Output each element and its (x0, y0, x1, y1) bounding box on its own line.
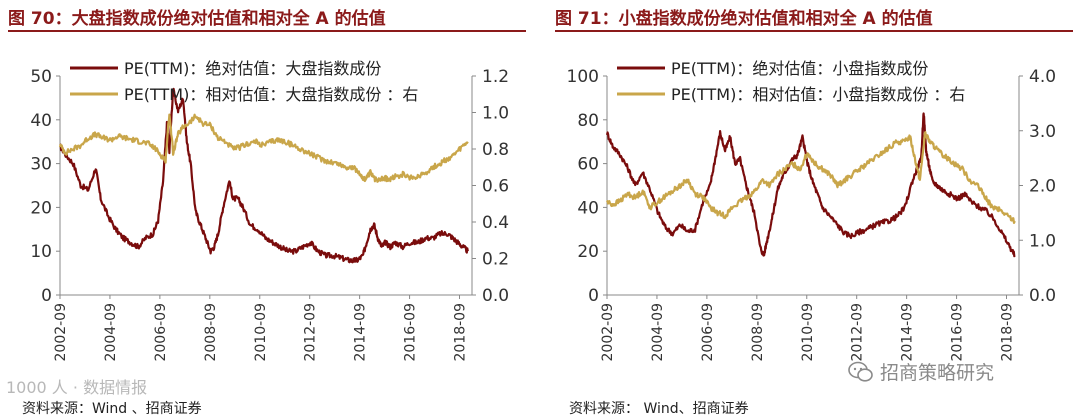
y-left-tick-label: 40 (577, 198, 599, 218)
series-line-absolute (59, 87, 469, 264)
x-tick-label: 2010-09 (800, 303, 816, 362)
y-right-tick-label: 3.0 (1029, 122, 1056, 142)
chart-panel-large-cap: 图 70：大盘指数成份绝对估值和相对全 A 的估值 0 10 20 30 40 50 0.0… (8, 0, 533, 420)
x-tick-label: 2018-09 (1000, 303, 1016, 362)
y-left-tick-label: 20 (30, 198, 52, 218)
source-note: 资料来源：Wind 、招商证券 (22, 401, 202, 417)
x-tick-label: 2016-09 (403, 303, 419, 362)
title-rule (8, 30, 526, 32)
line-chart-large-cap: 0 10 20 30 40 50 0.0 0.2 0.4 0.6 0.8 1.0 1.2 2002-09 2… (30, 59, 509, 362)
y-left-tick-label: 10 (30, 242, 52, 262)
x-tick-label: 2014-09 (900, 303, 916, 362)
x-tick-label: 2016-09 (950, 303, 966, 362)
line-chart-small-cap: 0 20 40 60 80 100 0.0 1.0 2.0 3.0 4.0 2002-09 2004-0… (567, 59, 1057, 362)
y-right-tick-label: 0.6 (482, 177, 509, 197)
chart-title: 图 70：大盘指数成份绝对估值和相对全 A 的估值 (8, 9, 386, 29)
y-right-tick-label: 1.0 (1029, 231, 1056, 251)
chart-panel-small-cap: 图 71：小盘指数成份绝对估值和相对全 A 的估值 0 20 40 60 80 100 0.… (555, 0, 1080, 420)
y-right-tick-label: 0.8 (482, 140, 509, 160)
wechat-account-name: 招商策略研究 (880, 362, 995, 384)
wechat-icon (848, 361, 873, 382)
chart-title: 图 71：小盘指数成份绝对估值和相对全 A 的估值 (555, 9, 933, 29)
watermark: 1000 人 · 数据情报 (6, 378, 148, 397)
y-right-tick-label: 0.4 (482, 213, 509, 233)
y-left-tick-label: 0 (588, 286, 599, 306)
y-left-tick-label: 80 (577, 111, 599, 131)
y-right-tick-label: 0.0 (482, 286, 509, 306)
x-tick-label: 2008-09 (750, 303, 766, 362)
x-tick-label: 2006-09 (700, 303, 716, 362)
y-right-tick-label: 0.2 (482, 250, 509, 270)
y-left-tick-label: 0 (41, 286, 52, 306)
x-tick-label: 2018-09 (453, 303, 469, 362)
y-right-tick-label: 2.0 (1029, 177, 1056, 197)
y-left-tick-label: 50 (30, 67, 52, 87)
x-tick-label: 2012-09 (303, 303, 319, 362)
y-left-tick-label: 100 (567, 67, 599, 87)
y-right-tick-label: 1.0 (482, 104, 509, 124)
y-left-tick-label: 30 (30, 155, 52, 175)
legend-label: PE(TTM)：绝对估值：小盘指数成份 (671, 59, 928, 78)
y-right-tick-label: 0.0 (1029, 286, 1056, 306)
x-tick-label: 2008-09 (203, 303, 219, 362)
x-tick-label: 2004-09 (650, 303, 666, 362)
legend-label: PE(TTM)：相对估值：小盘指数成份 ：右 (671, 85, 965, 104)
y-right-tick-label: 4.0 (1029, 67, 1056, 87)
x-tick-label: 2002-09 (53, 303, 69, 362)
title-rule (555, 30, 1073, 32)
legend-label: PE(TTM)：绝对估值：大盘指数成份 (124, 59, 381, 78)
x-tick-label: 2004-09 (103, 303, 119, 362)
x-tick-label: 2002-09 (600, 303, 616, 362)
wechat-badge: 招商策略研究 (848, 358, 994, 385)
series-line-relative (58, 113, 469, 183)
legend-label: PE(TTM)：相对估值：大盘指数成份 ：右 (124, 85, 418, 104)
source-note: 资料来源： Wind、招商证券 (569, 401, 749, 417)
x-tick-label: 2014-09 (353, 303, 369, 362)
x-tick-label: 2012-09 (850, 303, 866, 362)
y-right-tick-label: 1.2 (482, 67, 509, 87)
y-left-tick-label: 40 (30, 111, 52, 131)
x-tick-label: 2010-09 (253, 303, 269, 362)
y-left-tick-label: 60 (577, 155, 599, 175)
series-line-absolute (605, 112, 1016, 258)
y-left-tick-label: 20 (577, 242, 599, 262)
x-tick-label: 2006-09 (153, 303, 169, 362)
series-line-relative (606, 131, 1016, 224)
